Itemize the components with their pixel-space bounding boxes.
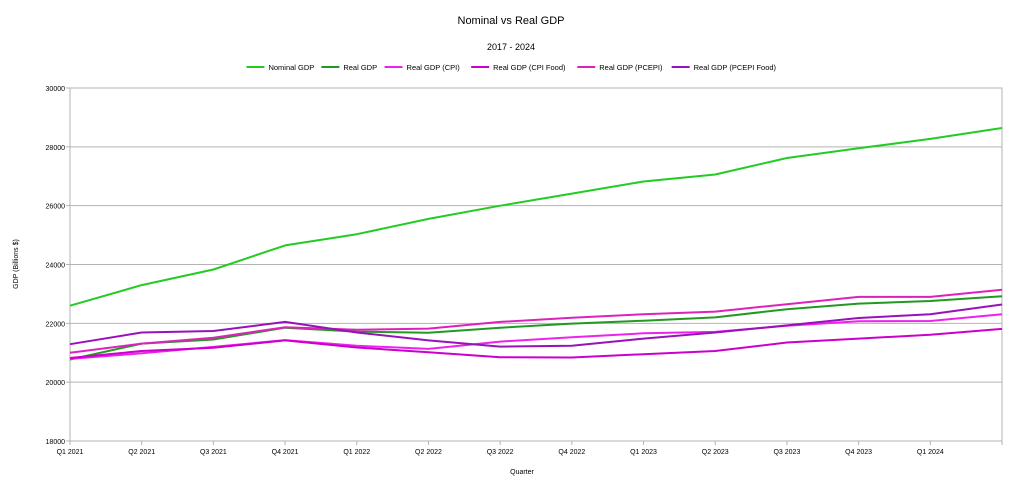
series-lines xyxy=(69,127,1003,361)
y-axis-ticks: 18000 20000 22000 24000 26000 28000 30000 xyxy=(46,86,70,446)
legend-entry: Real GDP (CPI Food) xyxy=(493,63,566,72)
y-tick-label: 28000 xyxy=(46,145,66,152)
x-tick-label: Q4 2022 xyxy=(558,449,585,456)
x-tick-label: Q2 2021 xyxy=(128,449,155,456)
x-tick-label: Q4 2023 xyxy=(845,449,872,456)
chart-title: Nominal vs Real GDP xyxy=(458,15,565,27)
y-tick-label: 30000 xyxy=(46,86,66,93)
x-tick-label: Q2 2023 xyxy=(702,449,729,456)
legend-entry: Real GDP xyxy=(343,63,377,72)
y-tick-label: 22000 xyxy=(46,321,66,328)
chart-legend: Nominal GDP Real GDP Real GDP (CPI) Real GD… xyxy=(246,63,777,72)
x-tick-label: Q4 2021 xyxy=(272,449,299,456)
series-line-6 xyxy=(69,303,1003,348)
series-line-1 xyxy=(69,127,1003,307)
x-tick-label: Q1 2024 xyxy=(917,449,944,456)
x-tick-label: Q1 2023 xyxy=(630,449,657,456)
gridlines xyxy=(70,87,1002,442)
series-line-3 xyxy=(69,313,1003,360)
x-tick-label: Q3 2023 xyxy=(773,449,800,456)
y-axis-label: GDP (Billions $) xyxy=(13,239,20,289)
x-tick-label: Q2 2022 xyxy=(415,449,442,456)
legend-entry: Real GDP (PCEPI) xyxy=(599,63,663,72)
x-axis-label: Quarter xyxy=(510,469,534,476)
legend-entry: Nominal GDP xyxy=(268,63,314,72)
legend-entry: Real GDP (CPI) xyxy=(407,63,461,72)
legend-entry: Real GDP (PCEPI Food) xyxy=(694,63,777,72)
y-tick-label: 18000 xyxy=(46,439,66,446)
x-axis-ticks: Q1 2021 Q2 2021 Q3 2021 Q4 2021 Q1 2022 Q2 20… xyxy=(57,441,1003,456)
y-tick-label: 24000 xyxy=(46,263,66,270)
series-line-5 xyxy=(69,288,1003,354)
chart-subtitle: 2017 - 2024 xyxy=(487,42,535,52)
x-tick-label: Q3 2021 xyxy=(200,449,227,456)
series-line-4 xyxy=(69,327,1003,359)
y-tick-label: 26000 xyxy=(46,204,66,211)
x-tick-label: Q1 2022 xyxy=(343,449,370,456)
x-tick-label: Q3 2022 xyxy=(487,449,514,456)
series-line-2 xyxy=(69,295,1003,361)
x-tick-label: Q1 2021 xyxy=(57,449,84,456)
y-tick-label: 20000 xyxy=(46,380,66,387)
